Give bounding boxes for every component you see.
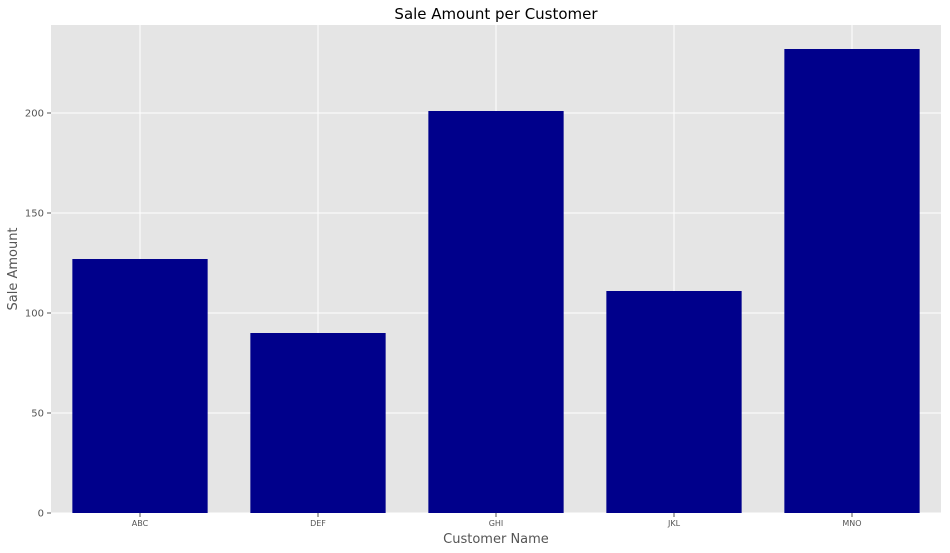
bar-ghi [428,111,564,513]
x-axis-label: Customer Name [443,532,549,547]
x-tick-label: JKL [667,519,681,528]
y-axis-ticks: 0 50 100 150 200 [25,109,51,520]
y-tick-label: 200 [25,109,44,120]
bar-mno [784,49,920,513]
y-tick-label: 150 [25,209,44,220]
y-tick-label: 50 [31,409,44,420]
bar-def [250,333,386,513]
y-tick-label: 0 [38,509,44,520]
bar-abc [72,259,208,513]
bars [72,49,920,513]
y-axis-label: Sale Amount [6,227,21,310]
x-tick-label: DEF [310,519,326,528]
bar-jkl [606,291,742,513]
x-tick-label: MNO [842,519,861,528]
chart-title: Sale Amount per Customer [394,5,598,23]
y-tick-label: 100 [25,309,44,320]
x-tick-label: GHI [489,519,504,528]
x-axis-ticks: ABC DEF GHI JKL MNO [132,513,862,528]
x-tick-label: ABC [132,519,149,528]
